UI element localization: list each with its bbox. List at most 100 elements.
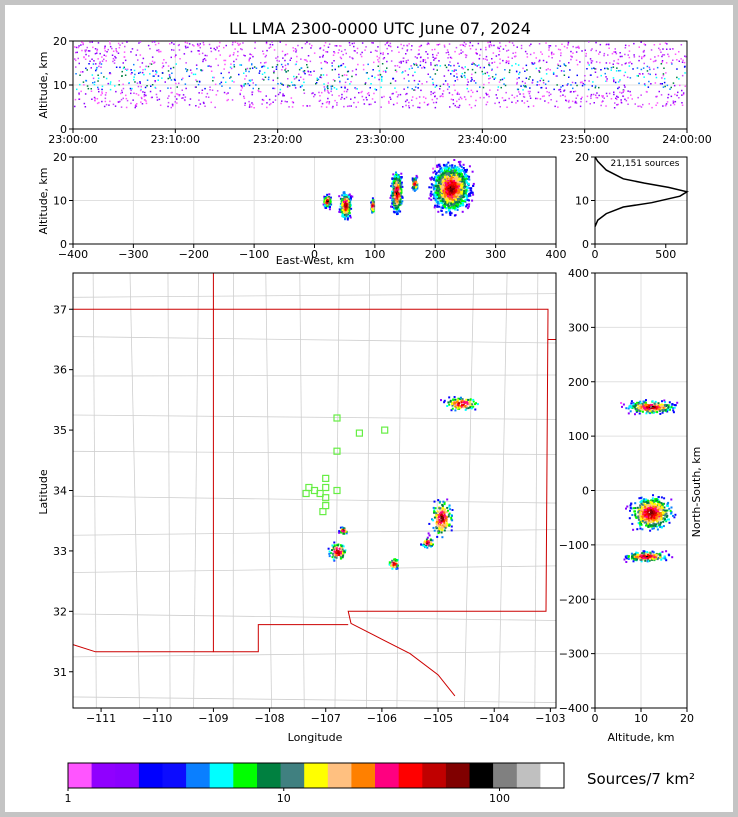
ew-density-cell bbox=[460, 191, 463, 194]
time-source-point bbox=[376, 55, 378, 58]
time-source-point bbox=[681, 89, 683, 92]
time-source-point bbox=[506, 106, 508, 108]
time-source-point bbox=[481, 70, 483, 73]
time-source-point bbox=[167, 105, 169, 108]
ew-density-cell bbox=[462, 193, 465, 196]
map-density-cell bbox=[453, 400, 456, 403]
time-source-point bbox=[672, 101, 675, 103]
time-source-point bbox=[525, 64, 528, 67]
time-source-point bbox=[661, 77, 663, 79]
time-source-point bbox=[515, 102, 517, 104]
time-source-point bbox=[299, 86, 302, 88]
time-source-point bbox=[417, 66, 419, 68]
time-source-point bbox=[382, 58, 385, 60]
time-source-point bbox=[646, 70, 649, 72]
ew-density-cell bbox=[449, 199, 452, 202]
time-source-point bbox=[92, 63, 95, 65]
time-source-point bbox=[606, 43, 608, 46]
time-source-point bbox=[601, 95, 603, 97]
hist-xtick-label: 0 bbox=[592, 248, 599, 261]
time-source-point bbox=[472, 61, 474, 64]
time-source-point bbox=[456, 78, 459, 81]
time-source-point bbox=[452, 99, 454, 101]
ew-density-cell bbox=[459, 160, 462, 163]
ew-density-cell bbox=[440, 173, 443, 176]
time-source-point bbox=[323, 44, 326, 47]
ew-density-cell bbox=[399, 186, 402, 189]
time-source-point bbox=[196, 68, 198, 70]
time-source-point bbox=[608, 43, 610, 46]
time-source-point bbox=[581, 50, 583, 52]
ew-density-cell bbox=[324, 199, 327, 202]
time-source-point bbox=[386, 67, 388, 69]
ew-density-cell bbox=[396, 213, 398, 216]
time-source-point bbox=[573, 91, 575, 93]
time-source-point bbox=[530, 43, 532, 45]
time-source-point bbox=[216, 46, 218, 48]
ew-density-cell bbox=[348, 214, 351, 217]
time-source-point bbox=[97, 42, 100, 44]
ew-density-cell bbox=[347, 195, 350, 198]
time-source-point bbox=[389, 42, 392, 45]
time-source-point bbox=[274, 95, 277, 97]
time-source-point bbox=[248, 84, 251, 87]
ew-density-cell bbox=[452, 166, 455, 169]
ew-density-cell bbox=[461, 182, 464, 185]
time-source-point bbox=[625, 62, 627, 64]
time-source-point bbox=[198, 50, 200, 52]
time-source-point bbox=[548, 49, 550, 51]
time-source-point bbox=[345, 96, 348, 99]
ew-density-cell bbox=[436, 202, 439, 205]
ew-density-cell bbox=[440, 178, 443, 181]
time-source-point bbox=[606, 95, 608, 97]
time-source-point bbox=[460, 49, 462, 51]
ew-density-cell bbox=[468, 199, 470, 202]
time-source-point bbox=[201, 52, 204, 55]
time-source-point bbox=[100, 72, 103, 74]
time-source-point bbox=[457, 62, 459, 65]
time-source-point bbox=[538, 60, 540, 63]
time-source-point bbox=[320, 67, 323, 70]
time-source-point bbox=[118, 80, 120, 82]
time-source-point bbox=[88, 63, 90, 65]
time-source-point bbox=[149, 62, 151, 65]
time-source-point bbox=[462, 67, 465, 70]
time-source-point bbox=[548, 47, 550, 49]
time-source-point bbox=[91, 74, 94, 76]
time-source-point bbox=[125, 106, 128, 109]
time-source-point bbox=[451, 70, 453, 72]
time-source-point bbox=[122, 83, 124, 86]
time-source-point bbox=[229, 87, 231, 89]
time-source-point bbox=[655, 104, 657, 106]
time-source-point bbox=[488, 78, 490, 80]
ew-density-cell bbox=[396, 203, 399, 205]
time-source-point bbox=[93, 83, 96, 86]
ew-density-cell bbox=[442, 163, 445, 166]
time-source-point bbox=[349, 56, 351, 58]
time-source-point bbox=[282, 84, 284, 86]
time-source-point bbox=[177, 93, 179, 96]
ew-density-cell bbox=[444, 193, 447, 196]
time-source-point bbox=[516, 78, 518, 80]
ew-density-cell bbox=[372, 199, 375, 202]
time-source-point bbox=[422, 96, 425, 98]
ew-density-cell bbox=[464, 194, 467, 197]
map-density-cell bbox=[472, 400, 475, 403]
ew-density-cell bbox=[467, 193, 470, 196]
time-source-point bbox=[105, 55, 107, 57]
ew-density-cell bbox=[461, 190, 464, 193]
time-source-point bbox=[588, 64, 590, 66]
time-source-point bbox=[485, 103, 488, 106]
time-source-point bbox=[340, 86, 343, 89]
ew-ytick-label: 20 bbox=[53, 151, 67, 164]
time-source-point bbox=[505, 44, 507, 47]
time-source-point bbox=[553, 53, 555, 55]
ew-density-cell bbox=[459, 185, 462, 188]
map-density-cell bbox=[446, 405, 449, 407]
time-source-point bbox=[324, 60, 326, 63]
time-source-point bbox=[467, 90, 470, 93]
time-source-point bbox=[80, 90, 82, 93]
time-source-point bbox=[416, 57, 418, 59]
